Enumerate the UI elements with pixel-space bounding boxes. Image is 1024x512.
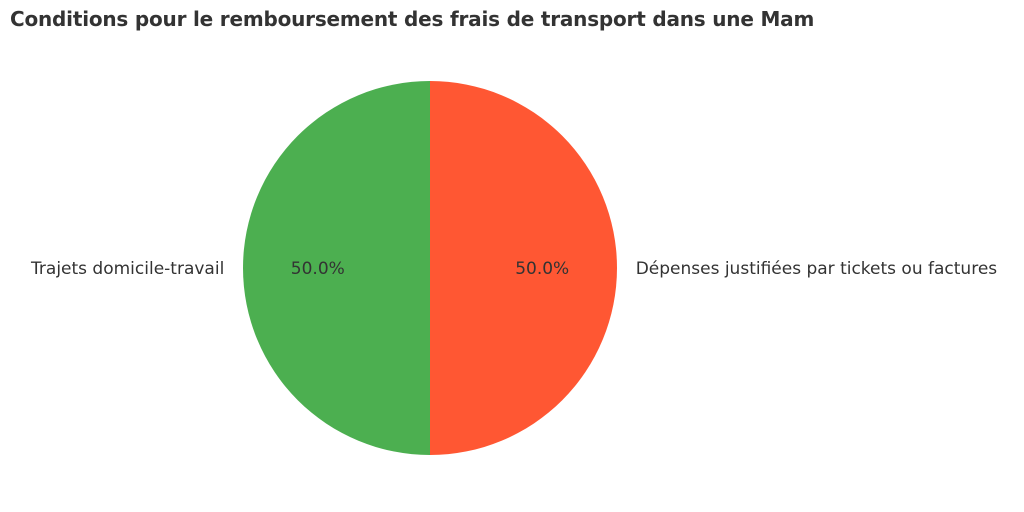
pct-label-1: 50.0% — [515, 259, 569, 279]
pie-slice-1 — [430, 81, 617, 455]
chart-title: Conditions pour le remboursement des fra… — [10, 7, 815, 31]
slice-label-1: Dépenses justifiées par tickets ou factu… — [636, 259, 998, 279]
slice-label-0: Trajets domicile-travail — [30, 259, 224, 279]
pie-slice-0 — [243, 81, 430, 455]
pct-label-0: 50.0% — [291, 259, 345, 279]
